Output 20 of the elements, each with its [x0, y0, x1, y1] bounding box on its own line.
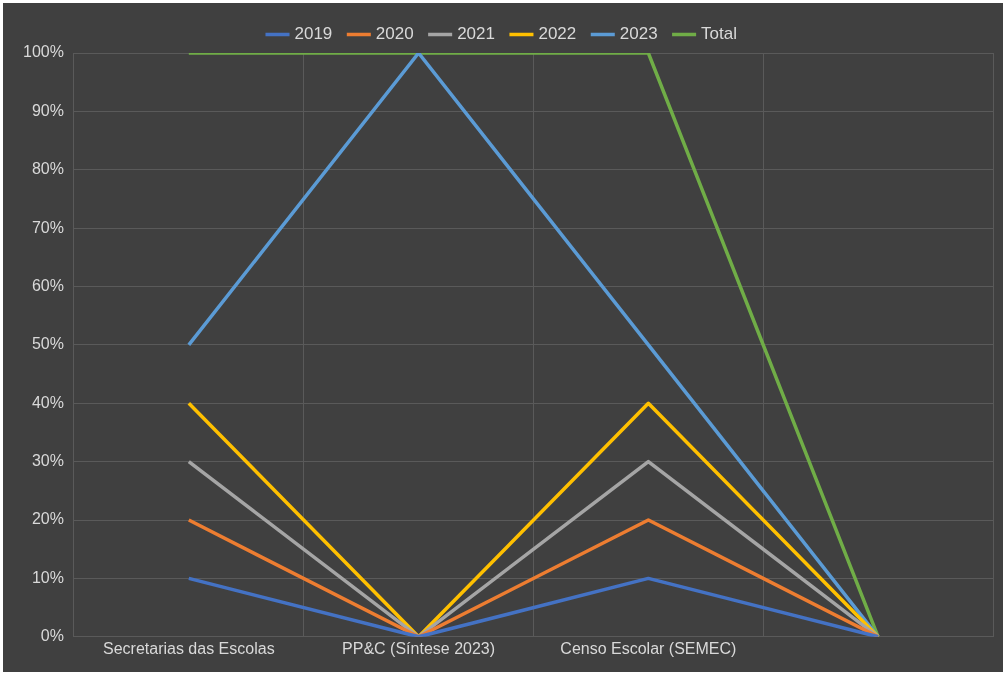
y-tick-label: 10%: [31, 568, 64, 586]
y-tick-label: 90%: [31, 101, 64, 119]
y-tick-label: 50%: [31, 335, 64, 353]
y-tick-label: 80%: [31, 160, 64, 178]
y-tick-label: 40%: [31, 393, 64, 411]
legend-label: 2019: [294, 24, 333, 44]
y-tick-label: 70%: [31, 218, 64, 236]
legend-label: 2021: [457, 24, 495, 44]
x-tick-label: PP&C (Síntese 2023): [342, 639, 496, 657]
legend-label: 2023: [619, 24, 658, 44]
legend-label: Total: [701, 24, 738, 44]
legend-label: 2020: [375, 24, 414, 44]
y-tick-label: 20%: [31, 510, 64, 528]
y-tick-label: 30%: [31, 452, 64, 470]
y-tick-label: 0%: [40, 627, 64, 645]
y-tick-label: 60%: [31, 276, 64, 294]
x-tick-label: Secretarias das Escolas: [102, 639, 275, 657]
x-tick-label: Censo Escolar (SEMEC): [560, 639, 737, 657]
y-tick-label: 100%: [23, 43, 64, 61]
legend-label: 2022: [538, 24, 577, 44]
